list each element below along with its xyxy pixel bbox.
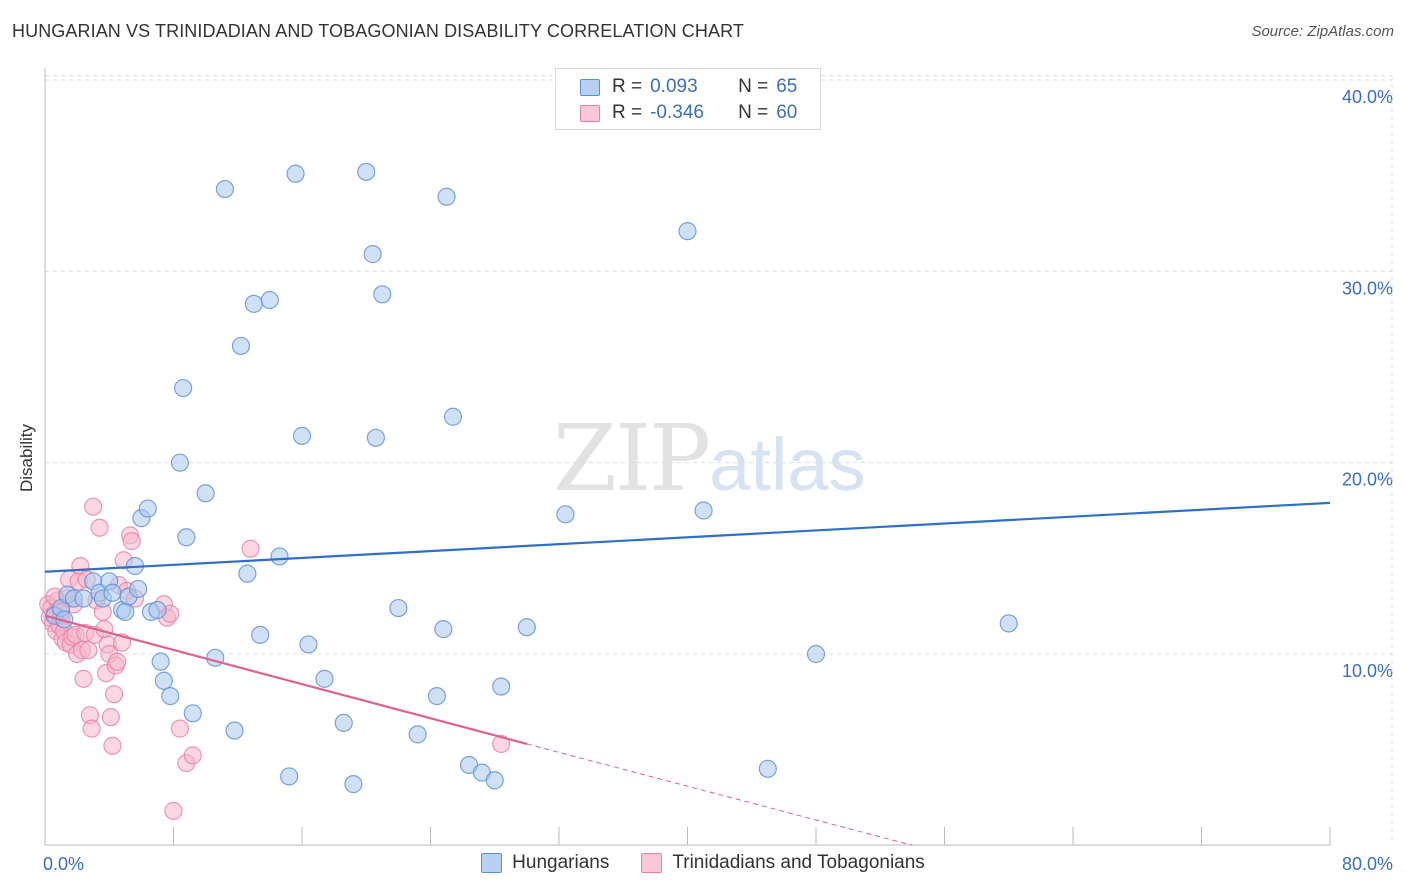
data-point-hungarians <box>366 428 385 447</box>
data-point-hungarians <box>315 669 334 688</box>
data-point-trinidadians <box>108 652 127 671</box>
data-point-hungarians <box>443 407 463 426</box>
series-legend: Hungarians Trinidadians and Tobagonians <box>0 852 1406 874</box>
data-point-trinidadians <box>492 734 511 754</box>
data-point-hungarians <box>129 579 148 599</box>
data-point-hungarians <box>154 671 173 690</box>
data-point-trinidadians <box>164 801 183 820</box>
data-point-hungarians <box>806 644 826 664</box>
y-tick-label: 40.0% <box>1342 87 1393 107</box>
watermark: ZIPatlas <box>553 405 865 512</box>
data-point-trinidadians <box>101 708 120 727</box>
data-point-hungarians <box>174 378 193 398</box>
data-point-hungarians <box>206 648 225 667</box>
data-point-hungarians <box>334 713 353 732</box>
data-point-hungarians <box>344 775 363 794</box>
data-point-hungarians <box>74 589 93 608</box>
data-point-hungarians <box>427 686 447 706</box>
x-tick-label-min: 0.0% <box>43 854 84 874</box>
data-point-hungarians <box>363 245 382 264</box>
data-point-hungarians <box>292 426 312 445</box>
data-point-hungarians <box>408 725 427 744</box>
data-point-hungarians <box>437 187 456 206</box>
data-point-hungarians <box>373 285 392 304</box>
legend-n-value: 65 <box>776 76 798 97</box>
trend-line-extension-trinidadians <box>526 743 913 846</box>
data-point-trinidadians <box>104 685 124 704</box>
data-point-hungarians <box>492 677 511 696</box>
data-point-hungarians <box>151 652 170 671</box>
watermark-atlas: atlas <box>709 423 866 506</box>
data-point-trinidadians <box>122 532 141 551</box>
data-point-trinidadians <box>82 719 101 738</box>
data-point-hungarians <box>251 625 270 644</box>
data-point-hungarians <box>116 602 135 622</box>
data-point-hungarians <box>231 336 251 356</box>
y-tick-label: 20.0% <box>1342 470 1393 490</box>
data-point-hungarians <box>244 294 263 313</box>
data-point-trinidadians <box>79 641 98 660</box>
data-point-hungarians <box>196 484 215 503</box>
source-credit: Source: ZipAtlas.com <box>1251 23 1394 40</box>
data-point-hungarians <box>138 499 157 518</box>
data-point-hungarians <box>238 564 257 583</box>
data-point-hungarians <box>103 583 122 602</box>
data-point-hungarians <box>148 600 167 620</box>
data-point-hungarians <box>170 453 190 472</box>
chart-title: HUNGARIAN VS TRINIDADIAN AND TOBAGONIAN … <box>12 21 744 41</box>
data-point-hungarians <box>161 686 180 706</box>
data-point-trinidadians <box>183 746 202 765</box>
data-point-trinidadians <box>84 497 103 516</box>
data-point-trinidadians <box>90 518 109 537</box>
data-point-hungarians <box>694 501 713 520</box>
legend-r-value: -0.346 <box>650 102 704 123</box>
data-point-hungarians <box>286 164 305 183</box>
watermark-zip: ZIP <box>553 405 711 512</box>
legend-label-trinidadians: Trinidadians and Tobagonians <box>672 852 925 873</box>
legend-swatch-pink <box>641 853 663 873</box>
data-point-hungarians <box>678 222 697 241</box>
legend-swatch-blue <box>580 78 600 96</box>
legend-label-hungarians: Hungarians <box>512 852 610 873</box>
legend-r-label: R = <box>612 102 643 123</box>
data-point-hungarians <box>225 721 244 740</box>
data-point-hungarians <box>270 547 289 566</box>
legend-item-trinidadians: Trinidadians and Tobagonians <box>641 852 925 874</box>
trend-line-hungarians <box>44 501 1331 573</box>
data-point-hungarians <box>357 162 376 181</box>
data-point-trinidadians <box>103 736 122 755</box>
legend-row-trinidadians: R = -0.346 N = 60 <box>580 101 797 125</box>
data-point-trinidadians <box>241 539 260 558</box>
data-point-hungarians <box>215 179 234 199</box>
legend-swatch-pink <box>580 104 600 122</box>
legend-r-label: R = <box>612 76 643 97</box>
legend-n-value: 60 <box>776 102 798 123</box>
data-point-hungarians <box>517 618 536 637</box>
legend-item-hungarians: Hungarians <box>481 852 609 874</box>
legend-n-label: N = <box>738 76 769 97</box>
x-tick-label-max: 80.0% <box>1342 854 1393 874</box>
data-point-hungarians <box>183 704 202 723</box>
data-point-hungarians <box>260 290 279 310</box>
legend-row-hungarians: R = 0.093 N = 65 <box>580 75 797 99</box>
data-point-trinidadians <box>74 669 93 688</box>
correlation-legend: R = 0.093 N = 65 R = -0.346 N = 60 <box>555 68 821 130</box>
data-point-trinidadians <box>170 719 190 738</box>
y-tick-label: 30.0% <box>1342 278 1393 298</box>
trend-line-trinidadians <box>44 614 528 745</box>
data-point-hungarians <box>389 598 408 618</box>
data-point-hungarians <box>280 767 299 786</box>
data-point-hungarians <box>999 614 1018 633</box>
data-point-hungarians <box>556 505 575 524</box>
data-point-hungarians <box>758 759 777 778</box>
legend-n-label: N = <box>738 102 769 123</box>
data-point-hungarians <box>485 771 504 790</box>
legend-swatch-blue <box>481 853 503 873</box>
data-point-hungarians <box>177 528 196 547</box>
legend-r-value: 0.093 <box>650 76 698 97</box>
y-tick-label: 10.0% <box>1342 661 1393 681</box>
data-point-hungarians <box>434 620 453 639</box>
data-point-hungarians <box>299 635 318 654</box>
